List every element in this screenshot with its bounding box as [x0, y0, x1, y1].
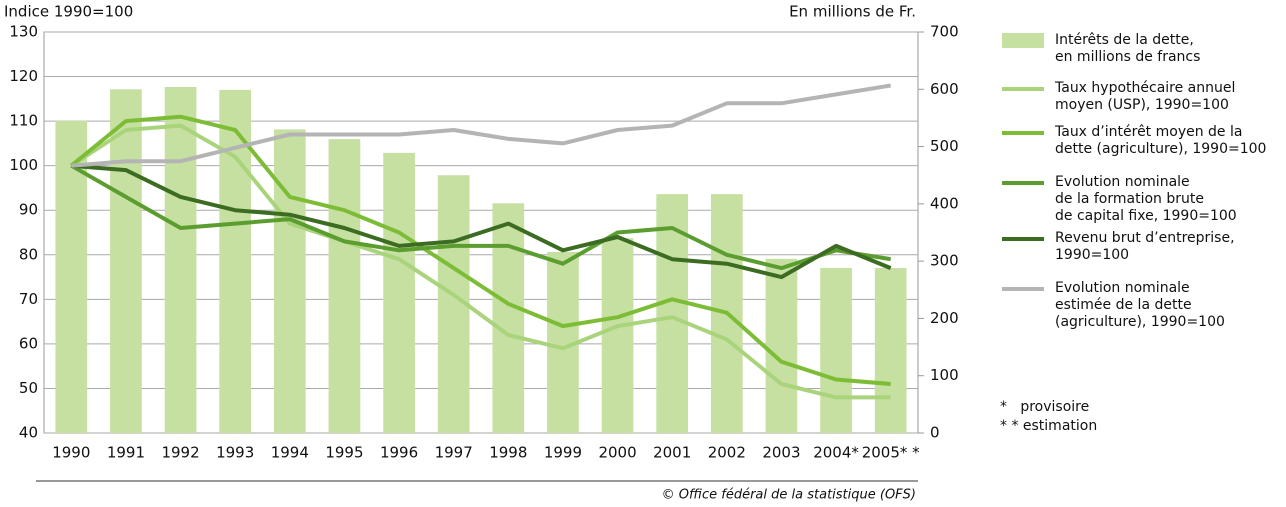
y-tick-label: 60	[19, 334, 38, 352]
source: © Office fédéral de la statistique (OFS)	[662, 488, 916, 503]
x-tick-label: 1995	[325, 444, 363, 462]
y2-tick-label: 200	[930, 309, 959, 327]
x-tick-label: 2001	[653, 444, 691, 462]
y2-axis-title: En millions de Fr.	[789, 3, 916, 21]
line	[71, 83, 892, 168]
legend-label: Taux d’intérêt moyen de la dette (agricu…	[1055, 124, 1267, 157]
y2-tick-label: 600	[930, 80, 959, 98]
y-axis-title: Indice 1990=100	[4, 3, 133, 21]
x-tick-label: 1999	[544, 444, 582, 462]
x-tick-label: 2000	[598, 444, 636, 462]
x-tick-label: 2004*	[813, 444, 859, 462]
y-tick-label: 80	[19, 245, 38, 263]
y2-tick-label: 300	[930, 252, 959, 270]
y-tick-label: 70	[19, 290, 38, 308]
y-tick-label: 40	[19, 424, 38, 442]
y2-tick-label: 400	[930, 194, 959, 212]
x-tick-label: 2002	[708, 444, 746, 462]
x-tick-label: 1996	[380, 444, 418, 462]
bar	[601, 238, 634, 433]
line	[70, 114, 891, 386]
line	[70, 163, 892, 271]
y2-tick-label: 700	[930, 23, 959, 41]
bar	[492, 203, 525, 433]
line	[71, 163, 892, 280]
legend-label: Evolution nominale estimée de la dette (…	[1055, 280, 1225, 330]
bar	[273, 129, 306, 433]
x-tick-label: 1991	[107, 444, 145, 462]
y-tick-label: 50	[19, 379, 38, 397]
line	[70, 123, 891, 400]
y-tick-label: 120	[9, 67, 38, 85]
legend-label: Taux hypothécaire annuel moyen (USP), 19…	[1055, 80, 1236, 113]
x-tick-label: 1992	[161, 444, 199, 462]
bar	[874, 268, 907, 433]
y2-tick-label: 500	[930, 137, 959, 155]
x-tick-label: 1997	[435, 444, 473, 462]
footnote: * provisoire	[1000, 399, 1090, 415]
y-tick-label: 110	[9, 112, 38, 130]
x-tick-label: 1994	[271, 444, 309, 462]
x-tick-label: 1993	[216, 444, 254, 462]
y2-tick-label: 0	[930, 424, 940, 442]
x-tick-label: 2005* *	[862, 444, 920, 462]
y-tick-label: 90	[19, 201, 38, 219]
x-tick-label: 1998	[489, 444, 527, 462]
y2-tick-label: 100	[930, 366, 959, 384]
bar	[110, 89, 142, 434]
legend-label: Revenu brut d’entreprise, 1990=100	[1055, 230, 1235, 263]
y-tick-label: 100	[9, 156, 38, 174]
legend-label: Intérêts de la dette, en millions de fra…	[1055, 32, 1201, 65]
y-tick-label: 130	[9, 23, 38, 41]
bar	[328, 139, 361, 434]
bar	[820, 268, 852, 433]
legend-swatch	[1002, 33, 1044, 48]
bar	[383, 152, 415, 433]
bar	[164, 86, 197, 433]
legend-label: Evolution nominale de la formation brute…	[1055, 174, 1237, 224]
footnote: * * estimation	[1000, 418, 1098, 434]
x-tick-label: 1990	[52, 444, 90, 462]
x-tick-label: 2003	[762, 444, 800, 462]
bar	[765, 258, 798, 433]
